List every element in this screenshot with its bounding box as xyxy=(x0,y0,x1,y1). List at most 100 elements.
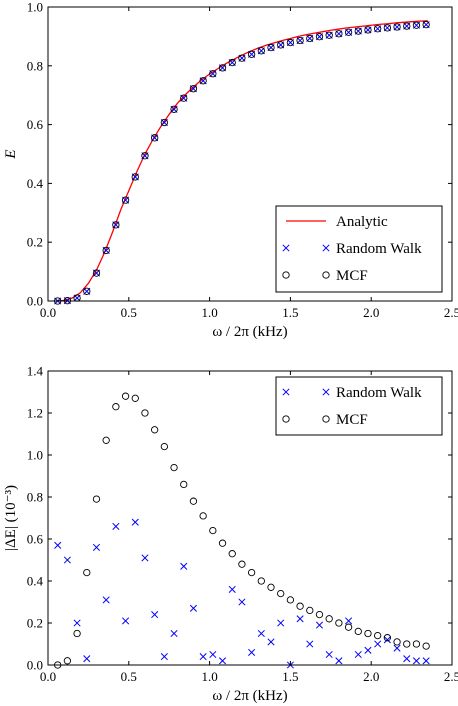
random-walk-point-stroke-b xyxy=(403,655,411,663)
random-walk-point-stroke-b xyxy=(170,629,178,638)
mcf-point xyxy=(315,610,324,619)
mcf-point xyxy=(325,31,333,39)
mcf-point xyxy=(83,568,91,577)
random-walk-point xyxy=(102,596,110,604)
mcf-point xyxy=(102,436,110,444)
random-walk-point-stroke-b xyxy=(160,653,168,661)
mcf-point xyxy=(170,105,178,113)
legend: Analytic Random Walk MCF xyxy=(275,205,443,293)
y-tick-label: 0.8 xyxy=(27,490,43,505)
random-walk-point xyxy=(345,617,353,625)
mcf-point xyxy=(151,134,159,142)
x-tick-label: 2.0 xyxy=(363,669,379,684)
mcf-point xyxy=(296,36,304,45)
random-walk-point xyxy=(160,653,168,661)
random-walk-point-stroke-b xyxy=(218,657,227,665)
legend: Random Walk MCF xyxy=(275,376,443,436)
random-walk-point xyxy=(306,640,314,648)
random-walk-point-stroke-b xyxy=(325,650,333,659)
legend-key-marker xyxy=(322,244,330,252)
random-walk-point xyxy=(92,543,101,551)
mcf-point xyxy=(112,221,120,229)
mcf-point xyxy=(247,568,256,577)
y-tick-label: 0.4 xyxy=(27,574,44,589)
x-axis-label: ω / 2π (kHz) xyxy=(212,324,287,340)
random-walk-point xyxy=(383,636,391,644)
y-tick-label: 0.6 xyxy=(27,117,44,132)
random-walk-point xyxy=(422,657,430,665)
legend-entry-label: Analytic xyxy=(336,214,388,230)
y-tick-label: 1.0 xyxy=(27,0,43,15)
x-tick-label: 1.0 xyxy=(201,669,217,684)
random-walk-point xyxy=(73,619,81,627)
random-walk-point xyxy=(112,522,120,530)
x-tick-label: 1.0 xyxy=(201,305,217,320)
legend-key-marker xyxy=(322,271,330,279)
mcf-point xyxy=(364,629,372,638)
y-tick-label: 0.6 xyxy=(27,532,44,547)
random-walk-point xyxy=(218,657,227,665)
legend-key-marker-stroke-b xyxy=(282,388,290,396)
random-walk-point-stroke-b xyxy=(54,541,62,549)
mcf-point xyxy=(121,196,130,204)
mcf-point xyxy=(277,589,285,598)
legend-box xyxy=(275,376,443,436)
random-walk-point xyxy=(54,541,62,549)
random-walk-point-stroke-b xyxy=(151,611,159,619)
mcf-point xyxy=(83,287,91,295)
random-walk-point-stroke-b xyxy=(102,596,110,604)
legend-entry-label: Random Walk xyxy=(336,241,422,257)
mcf-point xyxy=(238,560,246,568)
random-walk-point xyxy=(199,653,207,661)
legend-key-marker-stroke-b xyxy=(322,244,330,252)
x-tick-label: 2.5 xyxy=(444,305,458,320)
random-walk-point-stroke-b xyxy=(335,657,343,665)
top-panel-e-chart: 0.0 0.5 1.0 1.5 2.0 2.5 0.0 0.2 0.4 0.6 0.8 1.0 ω / … xyxy=(3,0,458,340)
mcf-point xyxy=(354,27,362,35)
x-tick-label: 0.0 xyxy=(40,669,56,684)
mcf-point xyxy=(141,409,149,417)
mcf-point xyxy=(286,38,295,47)
mcf-point xyxy=(228,550,236,558)
series-x-markers xyxy=(54,518,430,669)
y-tick-label: 1.0 xyxy=(27,448,43,463)
y-axis-label: E xyxy=(3,149,19,159)
mcf-point xyxy=(218,539,227,547)
random-walk-point xyxy=(83,655,91,663)
mcf-point xyxy=(160,118,169,127)
mcf-point xyxy=(92,495,101,503)
random-walk-point-stroke-b xyxy=(354,650,362,659)
mcf-point xyxy=(393,23,401,31)
mcf-point xyxy=(238,54,246,62)
random-walk-point xyxy=(122,617,130,625)
random-walk-point xyxy=(63,556,71,564)
mcf-point xyxy=(102,246,110,255)
mcf-point xyxy=(412,640,421,648)
bottom-panel-delta-e-chart: 0.0 0.5 1.0 1.5 2.0 2.5 0.0 0.2 0.4 0.6 0.8 1.0 1.2 1… xyxy=(3,364,458,705)
x-tick-label: 1.5 xyxy=(282,669,298,684)
mcf-point xyxy=(422,642,430,650)
mcf-point xyxy=(374,25,382,33)
mcf-point xyxy=(199,512,207,520)
mcf-point xyxy=(151,426,159,434)
random-walk-point xyxy=(180,562,188,570)
random-walk-point-stroke-b xyxy=(209,650,217,659)
mcf-point xyxy=(189,497,198,505)
mcf-point xyxy=(131,394,139,402)
random-walk-point xyxy=(296,615,304,623)
mcf-point xyxy=(131,173,139,181)
random-walk-point-stroke-b xyxy=(315,621,324,629)
random-walk-point xyxy=(267,638,275,646)
x-tick-label: 2.0 xyxy=(363,305,379,320)
legend-box xyxy=(275,205,443,293)
mcf-point xyxy=(306,606,314,615)
mcf-point xyxy=(121,392,130,400)
random-walk-point xyxy=(335,657,343,665)
x-tick-label: 1.5 xyxy=(282,305,298,320)
y-tick-label: 1.2 xyxy=(27,406,43,421)
mcf-point xyxy=(209,70,217,78)
legend-key-marker xyxy=(322,415,330,423)
random-walk-point xyxy=(412,657,421,665)
mcf-point xyxy=(73,629,81,638)
random-walk-point-stroke-b xyxy=(238,598,246,606)
